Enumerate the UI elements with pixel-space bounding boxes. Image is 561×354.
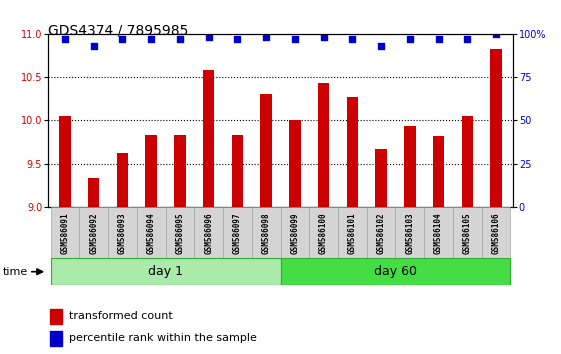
Text: GSM586096: GSM586096 [204, 212, 213, 253]
Text: percentile rank within the sample: percentile rank within the sample [68, 333, 256, 343]
Bar [194, 207, 223, 258]
Bar [396, 207, 424, 258]
Bar [174, 135, 186, 207]
Text: GSM586098: GSM586098 [261, 212, 270, 253]
Text: GSM586094: GSM586094 [146, 212, 155, 253]
Point [434, 36, 443, 42]
Bar [289, 120, 301, 207]
Bar [338, 207, 367, 258]
Bar [232, 135, 243, 207]
Bar [280, 207, 309, 258]
Text: GSM586092: GSM586092 [89, 212, 98, 253]
Bar [453, 207, 482, 258]
Text: GSM586103: GSM586103 [406, 212, 415, 253]
Text: GSM586104: GSM586104 [434, 212, 443, 253]
Point [491, 31, 500, 36]
Text: GSM586106: GSM586106 [491, 212, 500, 253]
Bar [490, 49, 502, 207]
Point [319, 34, 328, 40]
Bar [347, 97, 358, 207]
Point [348, 36, 357, 42]
Text: GDS4374 / 7895985: GDS4374 / 7895985 [48, 23, 188, 37]
Bar [309, 207, 338, 258]
Point [463, 36, 472, 42]
Bar [280, 258, 511, 285]
Point [406, 36, 415, 42]
Text: GSM586101: GSM586101 [348, 212, 357, 253]
Text: GSM586100: GSM586100 [319, 212, 328, 253]
Point [233, 36, 242, 42]
Bar [404, 126, 416, 207]
Text: GSM586097: GSM586097 [233, 212, 242, 253]
Text: GSM586095: GSM586095 [176, 212, 185, 253]
Bar [223, 207, 252, 258]
Bar [50, 207, 79, 258]
Point [118, 36, 127, 42]
Point [204, 34, 213, 40]
Text: day 60: day 60 [374, 265, 417, 278]
Text: GSM586093: GSM586093 [118, 212, 127, 253]
Bar [318, 83, 329, 207]
Bar [108, 207, 137, 258]
Text: GSM586102: GSM586102 [376, 212, 385, 253]
Bar [50, 309, 62, 324]
Bar [79, 207, 108, 258]
Point [176, 36, 185, 42]
Bar [367, 207, 396, 258]
Text: GSM586099: GSM586099 [291, 212, 300, 253]
Text: GSM586105: GSM586105 [463, 212, 472, 253]
Text: time: time [3, 267, 28, 277]
Point [291, 36, 300, 42]
Bar [203, 70, 214, 207]
Bar [165, 207, 194, 258]
Bar [59, 116, 71, 207]
Bar [433, 136, 444, 207]
Bar [145, 135, 157, 207]
Bar [50, 331, 62, 346]
Bar [424, 207, 453, 258]
Text: day 1: day 1 [148, 265, 183, 278]
Bar [252, 207, 280, 258]
Bar [117, 153, 128, 207]
Bar [260, 94, 272, 207]
Bar [482, 207, 511, 258]
Bar [88, 178, 99, 207]
Bar [375, 149, 387, 207]
Point [89, 43, 98, 48]
Point [376, 43, 385, 48]
Text: GSM586091: GSM586091 [61, 212, 70, 253]
Bar [50, 258, 280, 285]
Point [146, 36, 155, 42]
Bar [462, 116, 473, 207]
Point [261, 34, 270, 40]
Text: transformed count: transformed count [68, 312, 172, 321]
Point [61, 36, 70, 42]
Bar [137, 207, 165, 258]
